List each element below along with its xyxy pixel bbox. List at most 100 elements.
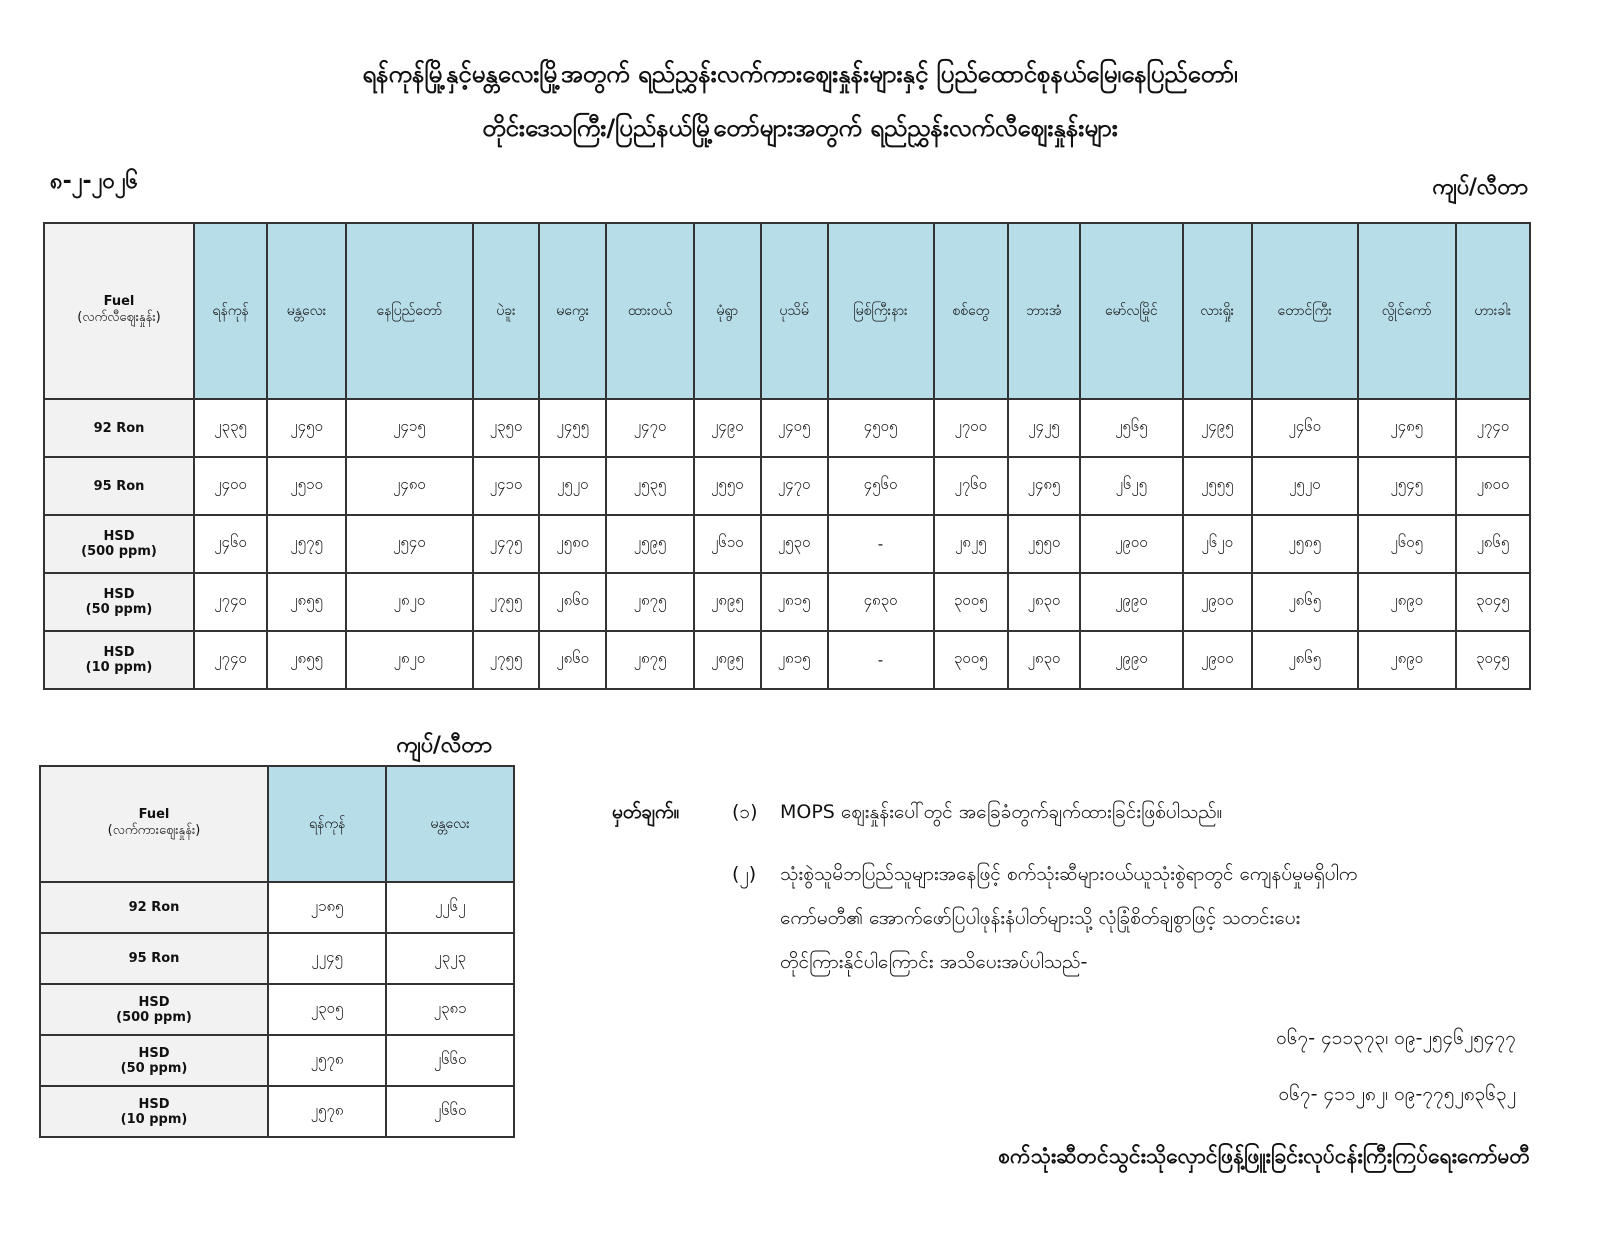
price-cell: ၂၄၁၅ [345,398,474,458]
note-2-line-2: ကော်မတီ၏ အောက်ဖော်ပြပါဖုန်းနံပါတ်များသို… [780,907,1301,929]
city-header: စစ်တွေ [932,222,1009,400]
fuel-header: Fuel (လက်ကားဈေးနှုန်း) [39,765,269,883]
price-cell: ၂၈၉၀ [1356,630,1457,690]
table-row: HSD (10 ppm) ၂၅၇၈ ၂၆၆၀ [39,1085,515,1138]
wholesale-unit-label: ကျပ်/လီတာ [396,733,492,758]
fuel-name: HSD [103,529,135,544]
price-cell: ၂၄၉၅ [1181,398,1253,458]
price-cell: ၂၈၃၀ [1006,630,1081,690]
phone-2: ၀၆၇- ၄၁၁၂၈၂၊ ၀၉-၇၇၅၂၈၃၆၃၂ [1278,1083,1516,1105]
note-1-number: (၁) [732,801,758,823]
fuel-name: 92 Ron [93,420,145,436]
price-cell: ၂၈၂၅ [932,514,1009,574]
price-cell: ၂၃၃၅ [192,398,269,458]
price-cell: ၂၈၆၅ [1250,630,1359,690]
price-cell: ၂၇၆၀ [932,456,1009,516]
price-cell: ၂၇၅၅ [471,630,541,690]
price-cell: ၂၃၅၀ [471,398,541,458]
table-row: HSD (50 ppm) ၂၅၇၈ ၂၆၆၀ [39,1034,515,1087]
price-cell: ၄၅၆၀ [826,456,935,516]
price-cell: ၂၄၆၀ [192,514,269,574]
note-2-line-3: တိုင်ကြားနိုင်ပါကြောင်း အသိပေးအပ်ပါသည်- [780,951,1088,973]
city-header: လွိုင်ကော် [1356,222,1457,400]
price-cell: ၂၈၉၅ [692,630,762,690]
price-cell: - [826,514,935,574]
table-row: 95 Ron ၂၄၀၀ ၂၅၁၀ ၂၄၈၀ ၂၄၁၀ ၂၅၂၀ ၂၅၃၅ ၂၅၅၀ ၂၄၇၀ ၄၅… [43,456,1532,516]
price-cell: ၂၉၉၀ [1078,630,1184,690]
price-cell: ၂၆၂၀ [1181,514,1253,574]
fuel-name: 95 Ron [128,951,180,966]
price-cell: ၂၈၇၅ [605,630,695,690]
price-cell: ၂၉၀၀ [1181,572,1253,632]
price-cell: ၂၅၇၅ [266,514,348,574]
fuel-type: HSD (50 ppm) [39,1034,269,1087]
city-header: မန္တလေး [385,765,515,883]
fuel-type: 92 Ron [39,881,269,934]
price-cell: ၃၀၄၅ [1454,572,1532,632]
price-cell: ၂၈၀၀ [1454,456,1532,516]
note-2: သုံးစွဲသူမိဘပြည်သူများအနေဖြင့် စက်သုံးဆီ… [780,852,1540,984]
city-header: ပဲခူး [471,222,541,400]
city-header: မြစ်ကြီးနား [826,222,935,400]
price-cell: ၂၂၄၅ [266,932,388,985]
city-header: မော်လမြိုင် [1078,222,1184,400]
table-row: 92 Ron ၂၃၃၅ ၂၄၅၀ ၂၄၁၅ ၂၃၅၀ ၂၄၅၅ ၂၄၇၀ ၂၄၉၀ ၂၄၀၅ ၄၅… [43,398,1532,458]
price-cell: ၂၅၈၀ [538,514,608,574]
fuel-grade: (10 ppm) [85,660,153,675]
price-cell: ၂၅၇၈ [266,1034,388,1087]
price-cell: ၂၄၆၀ [1250,398,1359,458]
price-cell: ၂၅၁၀ [266,456,348,516]
title-line-1: ရန်ကုန်မြို့နှင့်မန္တလေးမြို့အတွက် ရည်ညွ… [362,60,1238,88]
price-cell: ၂၄၅၀ [266,398,348,458]
fuel-name: HSD [138,1096,170,1112]
price-cell: ၂၇၀၀ [932,398,1009,458]
table-row: HSD (500 ppm) ၂၄၆၀ ၂၅၇၅ ၂၅၄၀ ၂၄၇၅ ၂၅၈၀ ၂၅၉၅ ၂၆၁၀… [43,514,1532,574]
fuel-type: HSD (10 ppm) [43,630,195,690]
price-cell: ၂၈၉၀ [1356,572,1457,632]
price-cell: ၂၈၆၀ [538,572,608,632]
price-cell: ၂၂၆၂ [385,881,515,934]
price-cell: ၂၇၄၀ [192,630,269,690]
price-cell: ၂၈၆၅ [1454,514,1532,574]
city-header: ဟားခါး [1454,222,1532,400]
price-cell: ၃၀၀၅ [932,572,1009,632]
price-cell: ၂၅၃၅ [605,456,695,516]
date: ၈-၂-၂၀၂၆ [50,169,138,194]
price-cell: ၂၈၆၅ [1250,572,1359,632]
fuel-name: HSD [103,645,135,660]
price-cell: ၂၄၂၅ [1006,398,1081,458]
price-cell: ၂၅၆၅ [1078,398,1184,458]
price-cell: ၂၈၉၅ [692,572,762,632]
price-cell: ၂၈၅၅ [266,630,348,690]
price-cell: ၂၃၈၁ [385,983,515,1036]
unit-label: ကျပ်/လီတာ [1432,175,1528,200]
price-cell: ၂၄၀၅ [759,398,829,458]
wholesale-price-table: Fuel (လက်ကားဈေးနှုန်း) ရန်ကုန် မန္တလေး 92 … [39,765,515,1138]
price-cell: ၂၄၉၀ [692,398,762,458]
city-header: ပုသိမ် [759,222,829,400]
price-cell: ၂၇၄၀ [192,572,269,632]
city-header: မန္တလေး [266,222,348,400]
city-header: မုံရွာ [692,222,762,400]
price-cell: - [826,630,935,690]
city-header: ရန်ကုန် [192,222,269,400]
price-cell: ၂၅၈၅ [1250,514,1359,574]
fuel-type: HSD (500 ppm) [39,983,269,1036]
price-cell: ၂၄၈၀ [345,456,474,516]
retail-price-table: Fuel (လက်လီဈေးနှုန်း) ရန်ကုန် မန္တလေး နေပြည… [43,222,1532,690]
price-cell: ၂၄၀၀ [192,456,269,516]
price-cell: ၂၆၆၀ [385,1034,515,1087]
price-cell: ၂၉၀၀ [1078,514,1184,574]
table-row: HSD (10 ppm) ၂၇၄၀ ၂၈၅၅ ၂၈၂၀ ၂၇၅၅ ၂၈၆၀ ၂၈၇၅ ၂၈၉၅၂… [43,630,1532,690]
price-cell: ၂၆၂၅ [1078,456,1184,516]
fuel-type: HSD (10 ppm) [39,1085,269,1138]
price-cell: ၂၅၂၀ [538,456,608,516]
fuel-type: 95 Ron [39,932,269,985]
price-cell: ၂၈၅၅ [266,572,348,632]
price-cell: ၂၆၀၅ [1356,514,1457,574]
price-cell: ၂၅၂၀ [1250,456,1359,516]
price-cell: ၃၀၄၅ [1454,630,1532,690]
price-cell: ၂၆၁၀ [692,514,762,574]
price-cell: ၂၃၂၃ [385,932,515,985]
price-cell: ၂၄၁၀ [471,456,541,516]
